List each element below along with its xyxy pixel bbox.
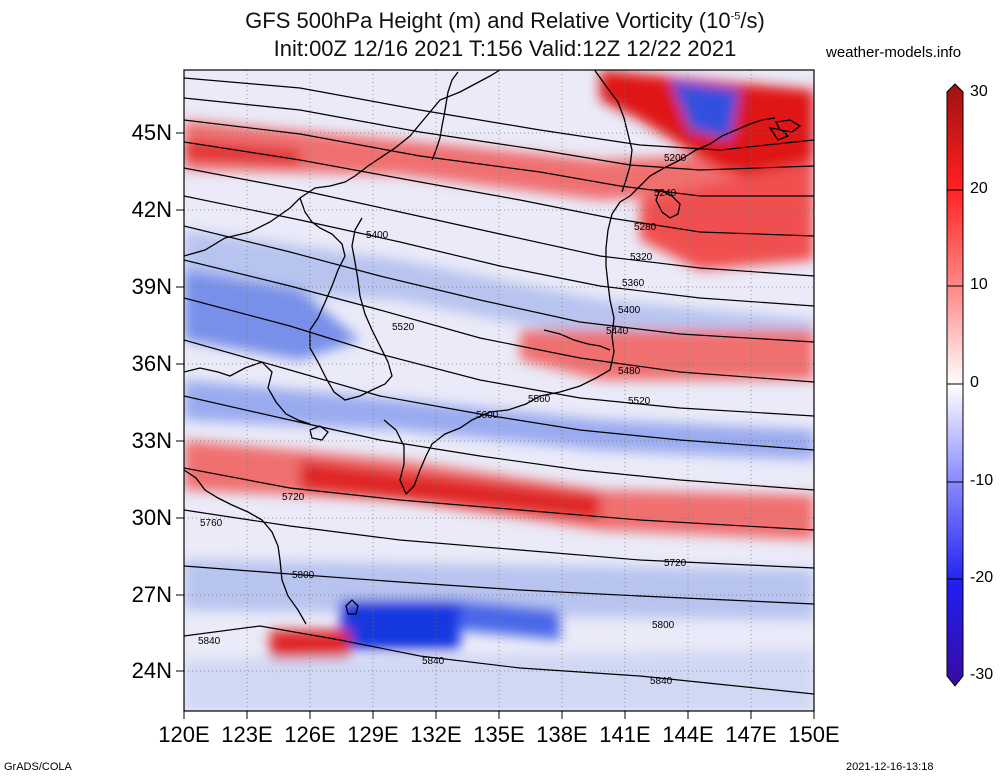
- colorbar: [946, 83, 964, 687]
- contour-label: 5240: [654, 188, 677, 199]
- contour-label: 5840: [422, 656, 445, 667]
- contour-label: 5200: [664, 153, 687, 164]
- lon-label: 126E: [284, 722, 336, 747]
- contour-label: 5440: [606, 326, 629, 337]
- lon-label: 144E: [662, 722, 714, 747]
- lon-label: 129E: [347, 722, 399, 747]
- contour-label: 5840: [650, 676, 673, 687]
- contour-label: 5400: [366, 230, 389, 241]
- contour-label: 5480: [618, 366, 641, 377]
- lat-label: 30N: [131, 505, 172, 530]
- contour-labels: 5200 5240 5280 5320 5360 5400 5400 5440 …: [198, 153, 687, 687]
- lat-label: 42N: [131, 197, 172, 222]
- lat-label: 24N: [131, 658, 172, 683]
- contour-label: 5800: [292, 570, 315, 581]
- lon-label: 135E: [473, 722, 525, 747]
- colorbar-label: -30: [970, 666, 994, 683]
- watermark: weather-models.info: [826, 44, 962, 61]
- colorbar-label: 30: [970, 83, 988, 100]
- lon-label: 150E: [788, 722, 840, 747]
- contour-label: 5720: [282, 492, 305, 503]
- contour-label: 5840: [198, 636, 221, 647]
- lat-label: 39N: [131, 274, 172, 299]
- contour-label: 5520: [628, 396, 651, 407]
- coastlines: [184, 70, 802, 625]
- vorticity-field: [184, 70, 814, 711]
- contour-label: 5560: [528, 394, 551, 405]
- height-contours: [184, 77, 814, 695]
- lat-label: 45N: [131, 120, 172, 145]
- footer-timestamp: 2021-12-16-13:18: [846, 761, 934, 773]
- contour-label: 5760: [200, 518, 223, 529]
- footer-credit: GrADS/COLA: [4, 761, 72, 773]
- contour-label: 5400: [618, 305, 641, 316]
- lon-label: 138E: [536, 722, 588, 747]
- map-title-line2: Init:00Z 12/16 2021 T:156 Valid:12Z 12/2…: [273, 36, 737, 61]
- contour-label: 5800: [652, 620, 675, 631]
- colorbar-label: 0: [970, 374, 979, 391]
- lon-label: 132E: [410, 722, 462, 747]
- lon-label: 123E: [221, 722, 273, 747]
- lon-label: 141E: [599, 722, 651, 747]
- lat-label: 36N: [131, 351, 172, 376]
- contour-label: 5520: [392, 322, 415, 333]
- lat-label: 27N: [131, 582, 172, 607]
- tick-marks: [176, 132, 815, 719]
- lat-label: 33N: [131, 428, 172, 453]
- colorbar-label: -10: [970, 472, 994, 489]
- contour-label: 5360: [622, 278, 645, 289]
- colorbar-label: 10: [970, 276, 988, 293]
- contour-label: 5720: [664, 558, 687, 569]
- colorbar-label: -20: [970, 569, 994, 586]
- contour-label: 5320: [630, 252, 653, 263]
- lon-label: 120E: [158, 722, 210, 747]
- contour-label: 5280: [634, 222, 657, 233]
- colorbar-label: 20: [970, 180, 988, 197]
- contour-label: 5600: [476, 410, 499, 421]
- map-title-line1: GFS 500hPa Height (m) and Relative Vorti…: [245, 8, 765, 33]
- lon-label: 147E: [725, 722, 777, 747]
